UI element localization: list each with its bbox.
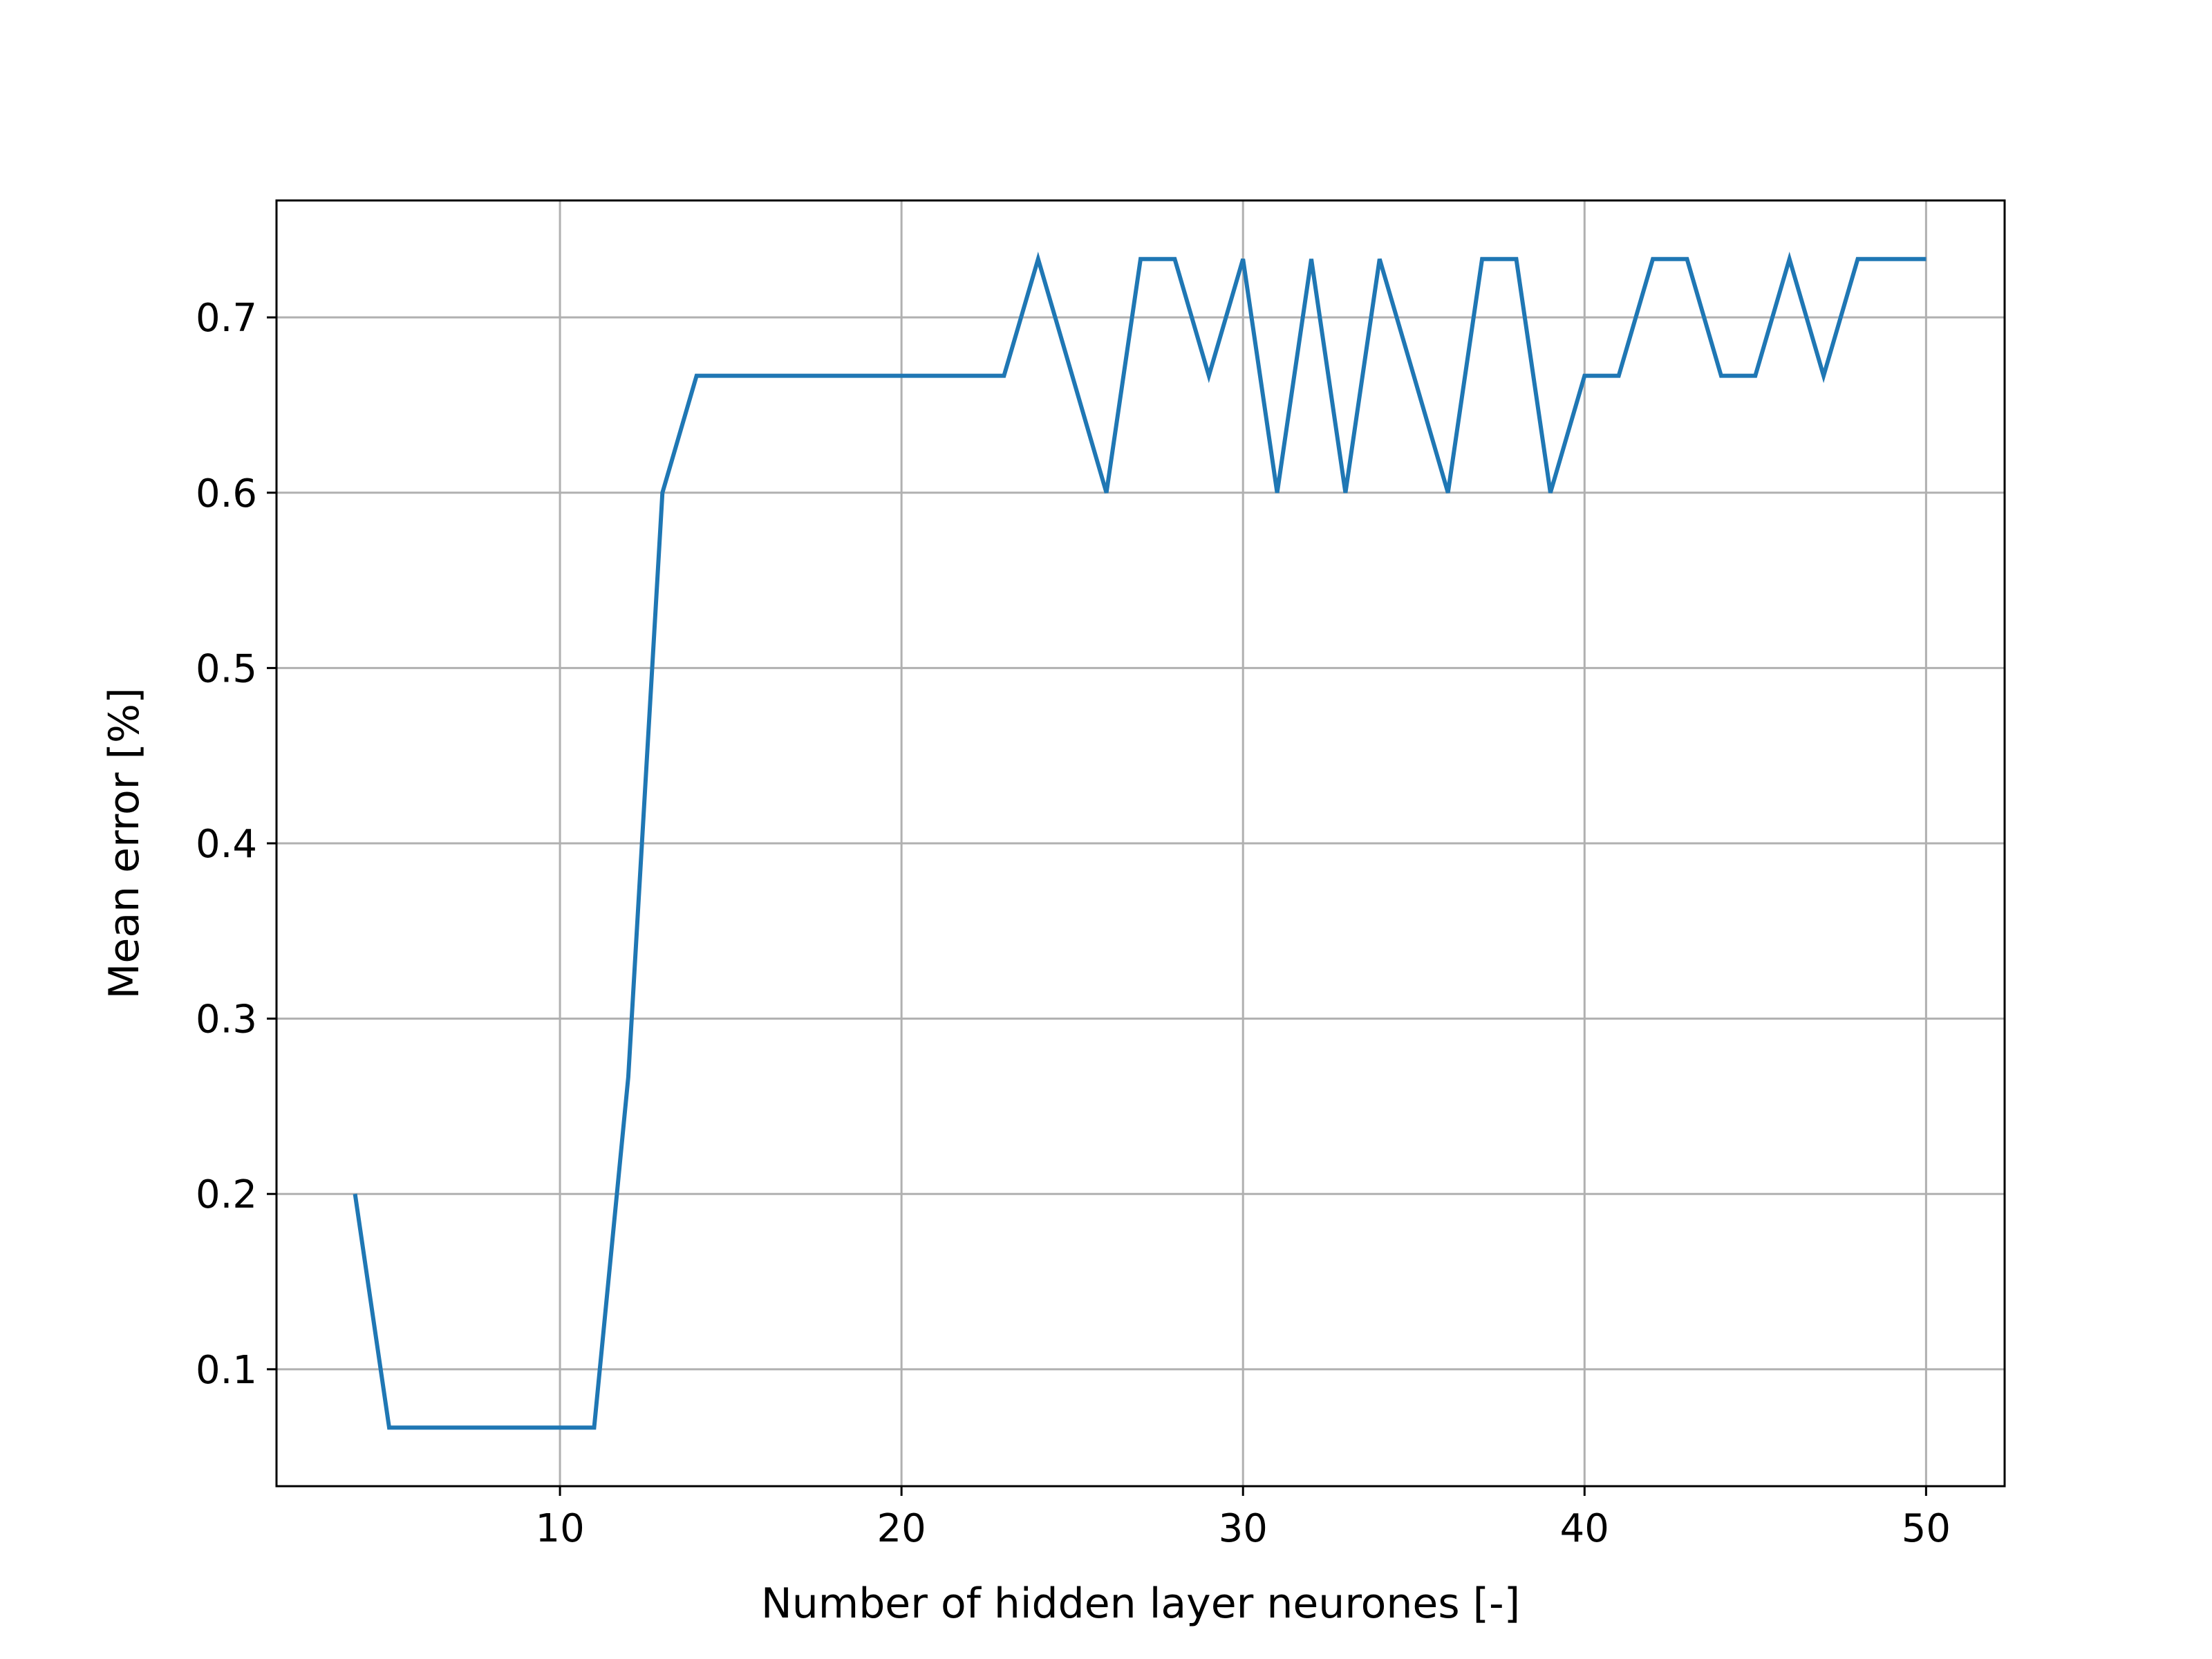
y-tick-label: 0.7 xyxy=(196,296,257,341)
x-tick-label: 10 xyxy=(535,1506,584,1551)
ticks: 10 20 30 40 50 0.1 0.2 0.3 0.4 0.5 0.6 0.7 xyxy=(196,296,1951,1551)
y-tick-label: 0.1 xyxy=(196,1348,257,1393)
y-tick-label: 0.2 xyxy=(196,1172,257,1217)
x-tick-label: 20 xyxy=(877,1506,926,1551)
y-tick-label: 0.6 xyxy=(196,471,257,516)
y-tick-label: 0.3 xyxy=(196,997,257,1042)
x-tick-label: 40 xyxy=(1560,1506,1609,1551)
x-tick-label: 30 xyxy=(1219,1506,1268,1551)
series-line xyxy=(353,252,1927,1430)
grid xyxy=(276,200,2005,1486)
y-tick-label: 0.5 xyxy=(196,646,257,691)
series-layer xyxy=(353,252,1927,1430)
y-tick-label: 0.4 xyxy=(196,822,257,867)
x-tick-label: 50 xyxy=(1902,1506,1951,1551)
x-axis-label: Number of hidden layer neurones [-] xyxy=(761,1580,1520,1628)
y-axis-label: Mean error [%] xyxy=(100,688,149,1000)
